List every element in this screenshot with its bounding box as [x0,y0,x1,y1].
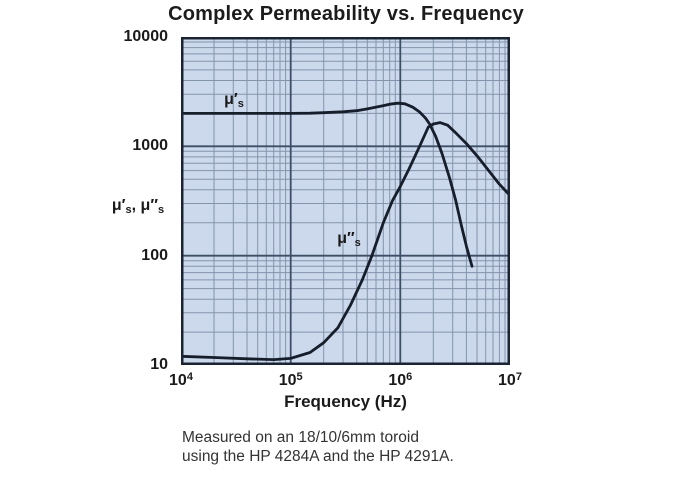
caption: Measured on an 18/10/6mm toroid using th… [182,429,454,466]
mu-prime-curve [179,101,474,268]
y-tick-label: 10000 [123,28,169,45]
x-tick-label: 106 [388,371,413,390]
y-tick-label: 100 [141,246,168,264]
plot-area [179,37,512,365]
y-tick-label: 10 [150,356,168,373]
grid-major-lines [181,37,510,365]
x-tick-label: 104 [169,371,193,390]
plot-border [181,37,510,365]
mu-double-prime-curve [179,121,512,361]
x-tick-label: 107 [498,371,522,390]
y-axis-title: μ′s, μ″s [111,197,165,216]
mu-prime-curve-label: μ′s [224,91,244,110]
x-tick-label: 105 [278,371,303,390]
plot-frame [179,37,512,365]
y-tick-label: 1000 [132,137,168,155]
caption-line1: Measured on an 18/10/6mm toroid [182,429,419,446]
chart-title: Complex Permeability vs. Frequency [168,3,524,25]
grid-minor-lines [181,37,510,365]
mu-double-prime-curve-label: μ″s [337,230,361,249]
x-axis-title: Frequency (Hz) [284,392,407,411]
caption-line2: using the HP 4284A and the HP 4291A. [182,447,454,465]
